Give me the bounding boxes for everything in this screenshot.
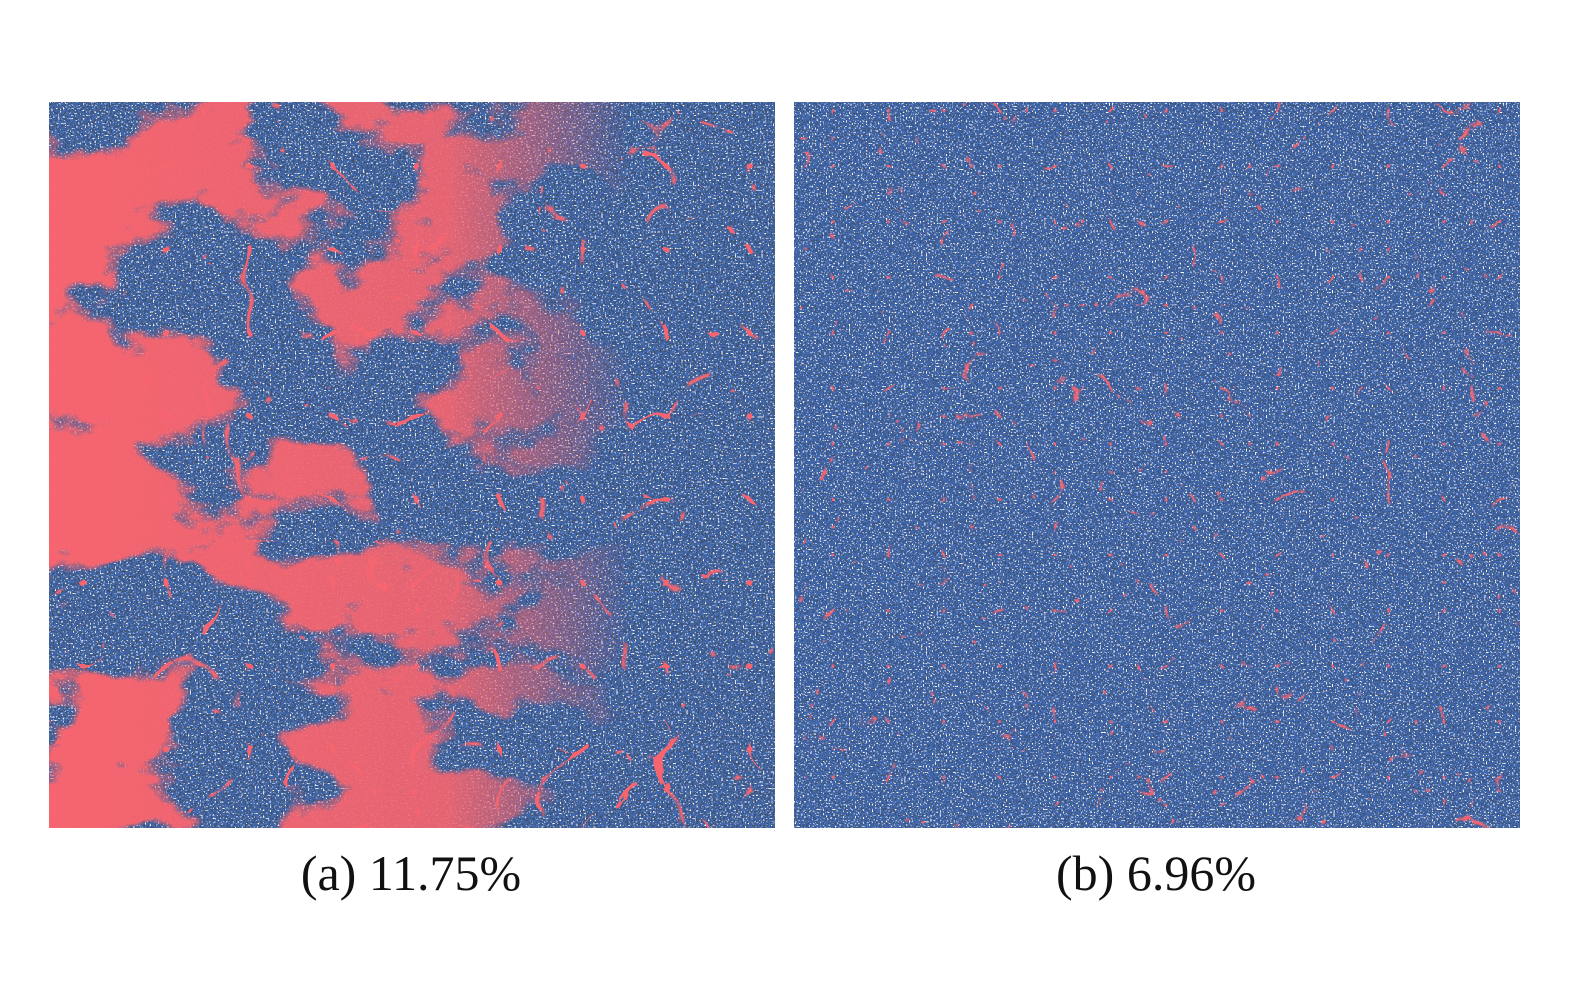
panel-caption: (b) 6.96% [1056, 845, 1256, 901]
red-network [794, 102, 1520, 828]
panel-a-image [49, 102, 775, 828]
red-region [49, 102, 775, 828]
panel-caption: (a) 11.75% [301, 845, 521, 901]
panel-b-image [794, 102, 1520, 828]
